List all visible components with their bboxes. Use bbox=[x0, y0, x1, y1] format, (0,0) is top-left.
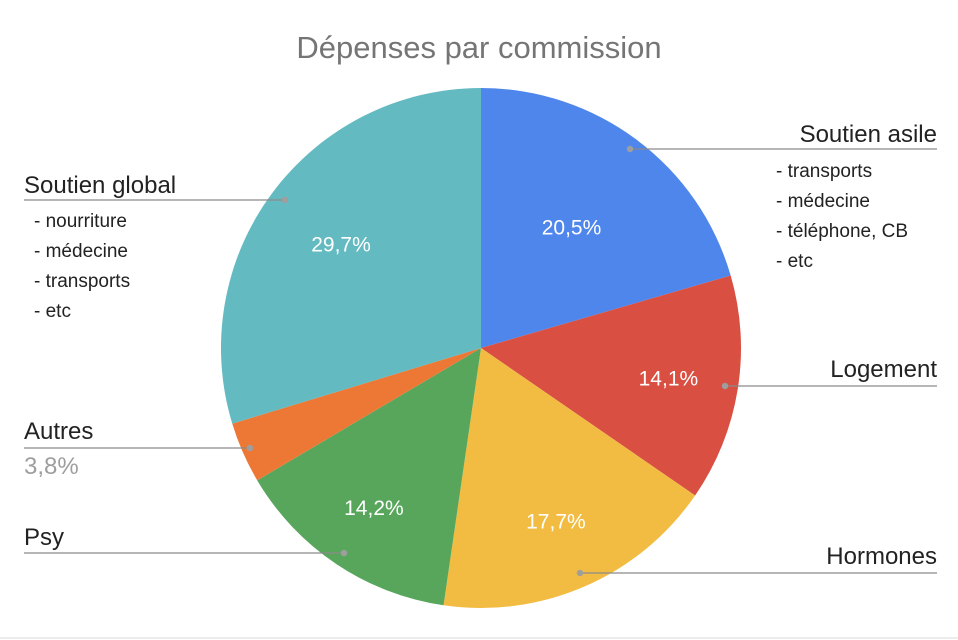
detail-soutien-global-0: - nourriture bbox=[34, 211, 127, 232]
category-label-soutien-asile: Soutien asile bbox=[800, 121, 937, 148]
detail-soutien-global-1: - médecine bbox=[34, 241, 128, 262]
leader-dot-autres bbox=[246, 444, 254, 452]
category-labels: Soutien asile - transports - médecine - tél… bbox=[24, 121, 937, 570]
pct-label-soutien-asile: 20,5% bbox=[542, 216, 602, 239]
category-label-psy: Psy bbox=[24, 524, 64, 551]
detail-soutien-asile-0: - transports bbox=[776, 161, 872, 182]
slice-psy bbox=[257, 348, 481, 606]
category-label-hormones: Hormones bbox=[826, 543, 937, 570]
leader-dot-soutien-global bbox=[281, 196, 289, 204]
category-label-logement: Logement bbox=[830, 356, 937, 383]
detail-soutien-global-2: - transports bbox=[34, 271, 130, 292]
pct-label-hormones: 17,7% bbox=[526, 511, 586, 534]
slice-soutien-global bbox=[220, 87, 482, 424]
leader-dot-logement bbox=[721, 382, 729, 390]
pct-label-autres: 3,8% bbox=[24, 453, 79, 480]
pct-label-logement: 14,1% bbox=[639, 367, 699, 390]
slice-hormones bbox=[443, 348, 696, 608]
slice-logement bbox=[481, 275, 742, 496]
detail-soutien-global-3: - etc bbox=[34, 301, 71, 322]
leader-dot-psy bbox=[340, 549, 348, 557]
category-label-autres: Autres bbox=[24, 418, 93, 445]
pct-label-psy: 14,2% bbox=[344, 497, 404, 520]
percentage-labels: 20,5% 14,1% 17,7% 14,2% 3,8% 29,7% bbox=[24, 216, 698, 533]
leader-dot-hormones bbox=[576, 569, 584, 577]
chart-title: Dépenses par commission bbox=[296, 30, 661, 65]
detail-soutien-asile-3: - etc bbox=[776, 251, 813, 272]
category-label-soutien-global: Soutien global bbox=[24, 172, 176, 199]
leader-dot-soutien-asile bbox=[626, 145, 634, 153]
detail-soutien-asile-2: - téléphone, CB bbox=[776, 221, 908, 242]
pct-label-soutien-global: 29,7% bbox=[311, 233, 371, 256]
detail-soutien-asile-1: - médecine bbox=[776, 191, 870, 212]
leader-lines bbox=[24, 145, 937, 577]
pie-slices bbox=[220, 87, 742, 608]
slice-soutien-asile bbox=[481, 88, 731, 348]
slice-autres bbox=[232, 348, 481, 481]
